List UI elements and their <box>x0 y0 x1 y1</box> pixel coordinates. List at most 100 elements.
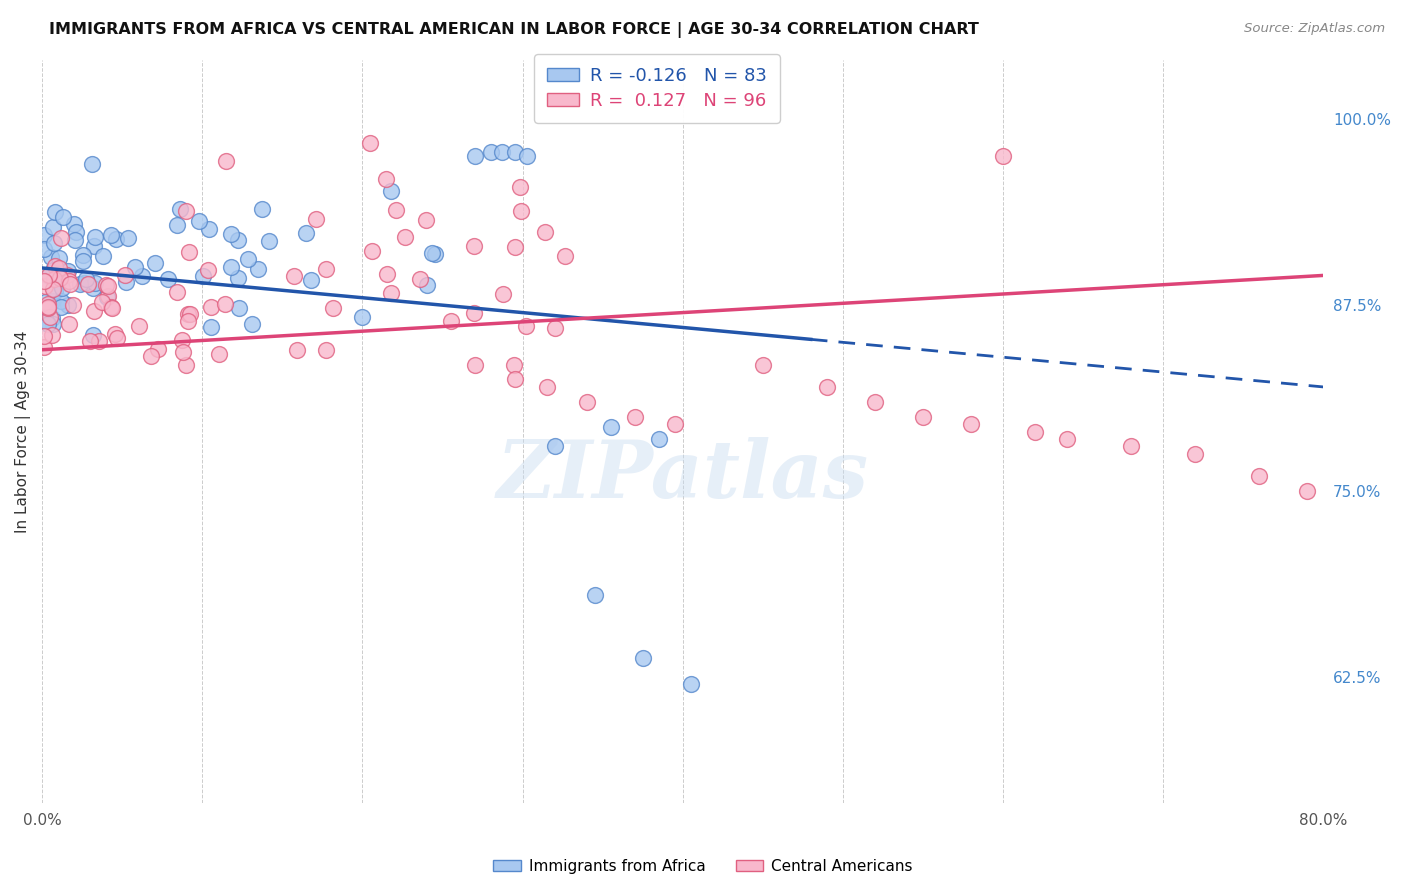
Point <box>32 340 55 354</box>
Point <box>294 226 316 240</box>
Point <box>191 269 214 284</box>
Point <box>394 229 416 244</box>
Point <box>44 260 66 274</box>
Point <box>679 677 702 691</box>
Point <box>41 293 63 308</box>
Point <box>49 270 72 285</box>
Point <box>215 153 238 168</box>
Point <box>863 394 886 409</box>
Point <box>599 420 621 434</box>
Point <box>285 343 308 357</box>
Point <box>48 261 70 276</box>
Point <box>503 372 526 386</box>
Point <box>503 358 526 372</box>
Point <box>228 233 250 247</box>
Point <box>77 277 100 292</box>
Point <box>42 220 65 235</box>
Point <box>32 243 55 257</box>
Point <box>34 278 56 293</box>
Point <box>360 244 382 259</box>
Point <box>176 204 198 219</box>
Point <box>380 285 402 300</box>
Point <box>463 238 485 252</box>
Text: IMMIGRANTS FROM AFRICA VS CENTRAL AMERICAN IN LABOR FORCE | AGE 30-34 CORRELATIO: IMMIGRANTS FROM AFRICA VS CENTRAL AMERIC… <box>49 22 979 38</box>
Point <box>114 275 136 289</box>
Point <box>59 277 82 292</box>
Point <box>82 157 104 171</box>
Point <box>228 301 250 315</box>
Point <box>305 212 328 227</box>
Point <box>39 250 62 264</box>
Point <box>41 327 63 342</box>
Point <box>58 298 80 312</box>
Point <box>104 232 127 246</box>
Point <box>554 249 576 263</box>
Point <box>51 268 73 282</box>
Point <box>35 314 58 328</box>
Point <box>41 311 63 326</box>
Point <box>105 331 128 345</box>
Point <box>44 284 66 298</box>
Point <box>491 145 513 159</box>
Point <box>34 295 56 310</box>
Point <box>463 149 485 163</box>
Point <box>75 272 97 286</box>
Point <box>188 213 211 227</box>
Point <box>146 343 169 357</box>
Point <box>44 272 66 286</box>
Point <box>157 272 180 286</box>
Point <box>84 230 107 244</box>
Point <box>197 263 219 277</box>
Point <box>131 268 153 283</box>
Point <box>409 272 432 286</box>
Point <box>52 210 75 224</box>
Point <box>44 205 66 219</box>
Point <box>463 358 485 372</box>
Point <box>623 409 645 424</box>
Point <box>42 317 65 331</box>
Point <box>62 298 84 312</box>
Point <box>257 234 280 248</box>
Point <box>42 235 65 250</box>
Point <box>32 329 55 343</box>
Point <box>583 588 606 602</box>
Point <box>479 145 502 159</box>
Point <box>58 318 80 332</box>
Point <box>37 317 59 331</box>
Point <box>991 149 1014 163</box>
Point <box>69 277 91 291</box>
Point <box>100 300 122 314</box>
Point <box>124 260 146 275</box>
Point <box>752 358 775 372</box>
Point <box>79 334 101 348</box>
Point <box>72 248 94 262</box>
Point <box>375 267 398 281</box>
Point <box>1119 439 1142 453</box>
Point <box>359 136 381 150</box>
Point <box>534 226 557 240</box>
Point <box>631 650 654 665</box>
Point <box>177 314 200 328</box>
Text: Source: ZipAtlas.com: Source: ZipAtlas.com <box>1244 22 1385 36</box>
Point <box>41 263 63 277</box>
Point <box>139 349 162 363</box>
Legend: Immigrants from Africa, Central Americans: Immigrants from Africa, Central American… <box>488 853 918 880</box>
Point <box>37 301 59 316</box>
Point <box>166 218 188 232</box>
Point <box>114 268 136 283</box>
Point <box>200 301 222 315</box>
Point <box>34 303 56 318</box>
Point <box>1056 432 1078 446</box>
Point <box>63 233 86 247</box>
Text: ZIPatlas: ZIPatlas <box>496 437 869 515</box>
Point <box>73 277 96 291</box>
Point <box>62 217 84 231</box>
Point <box>56 264 79 278</box>
Point <box>543 439 565 453</box>
Point <box>32 227 55 242</box>
Point <box>200 319 222 334</box>
Point <box>172 345 194 359</box>
Point <box>350 310 373 324</box>
Point <box>911 409 934 424</box>
Point <box>509 179 531 194</box>
